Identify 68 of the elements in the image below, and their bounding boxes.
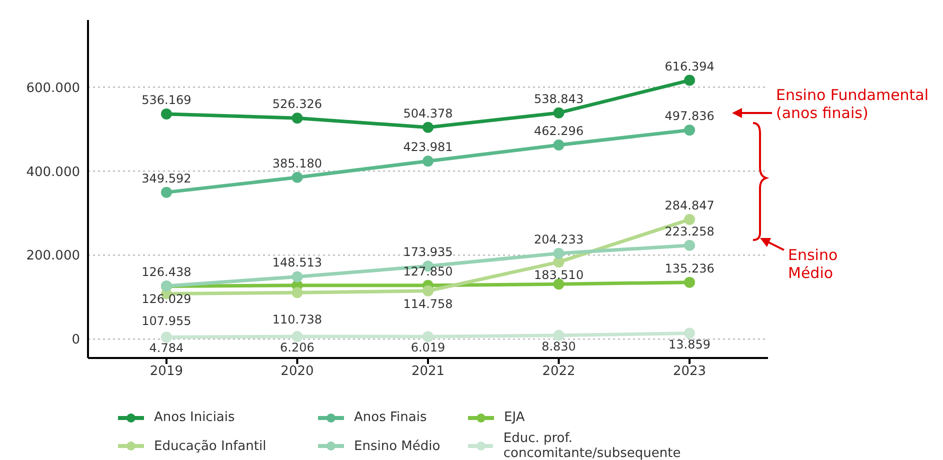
point (160, 108, 172, 120)
data-label: 135.236 (664, 261, 714, 276)
y-tick-label: 0 (72, 332, 80, 348)
data-label: 536.169 (142, 92, 192, 107)
data-label: 6.206 (280, 340, 314, 354)
data-label: 173.935 (403, 245, 453, 260)
point (684, 240, 696, 251)
data-label: 148.513 (272, 256, 322, 270)
y-tick-label: 600.000 (26, 80, 80, 96)
point (422, 122, 434, 133)
data-label: 4.784 (149, 341, 184, 356)
data-label: 107.955 (142, 314, 192, 328)
data-label: 13.859 (668, 337, 711, 352)
data-label: 385.180 (272, 156, 322, 170)
data-label: 8.830 (542, 339, 576, 354)
data-label: 127.850 (403, 264, 453, 278)
data-label: 504.378 (403, 106, 453, 120)
point (160, 186, 172, 198)
data-label: 538.843 (534, 92, 584, 106)
point (684, 328, 696, 339)
point (684, 74, 696, 86)
data-label: 462.296 (534, 124, 584, 138)
point (292, 331, 303, 342)
point (292, 271, 303, 282)
point (292, 112, 303, 124)
data-label: 183.510 (534, 268, 584, 282)
data-label: 526.326 (272, 97, 322, 112)
data-label: 204.233 (534, 232, 584, 246)
legend-label: Anos Finais (354, 410, 427, 425)
legend-label: Ensino Médio (354, 438, 440, 454)
x-tick-label: 2022 (542, 364, 576, 380)
data-label: 126.438 (142, 265, 192, 280)
data-label: 616.394 (664, 59, 714, 74)
legend-label: Educação Infantil (154, 438, 266, 454)
point (553, 248, 564, 259)
data-label: 110.738 (272, 312, 322, 327)
data-label: 114.758 (403, 296, 453, 311)
data-label: 6.019 (410, 340, 446, 355)
x-tick-label: 2020 (280, 364, 314, 380)
x-tick-label: 2019 (150, 364, 184, 380)
point (684, 124, 696, 136)
x-tick-label: 2023 (672, 364, 706, 380)
data-label: 497.836 (664, 109, 714, 124)
data-label: 126.029 (142, 292, 192, 306)
legend-label: Educ. prof. concomitante/subsequente (503, 431, 682, 460)
data-label: 423.981 (403, 140, 453, 154)
y-tick-label: 400.000 (26, 164, 80, 180)
data-label: 349.592 (142, 171, 192, 186)
x-tick-label: 2021 (411, 364, 445, 380)
point (553, 330, 564, 341)
point (553, 107, 564, 118)
point (292, 287, 303, 298)
text: Ensino Fundamental (anos finais) (776, 86, 930, 122)
data-label: 223.258 (664, 224, 714, 238)
point (684, 214, 696, 226)
y-tick-label: 200.000 (26, 248, 80, 264)
legend-label: Anos Iniciais (154, 410, 235, 425)
point (684, 276, 696, 288)
point (292, 172, 303, 183)
text: Ensino Médio (788, 246, 839, 282)
legend-label: EJA (504, 410, 525, 425)
data-label: 284.847 (664, 198, 714, 213)
point (422, 331, 434, 342)
point (553, 140, 564, 150)
point (160, 332, 172, 343)
point (422, 285, 434, 296)
point (422, 156, 434, 167)
point (553, 278, 564, 290)
